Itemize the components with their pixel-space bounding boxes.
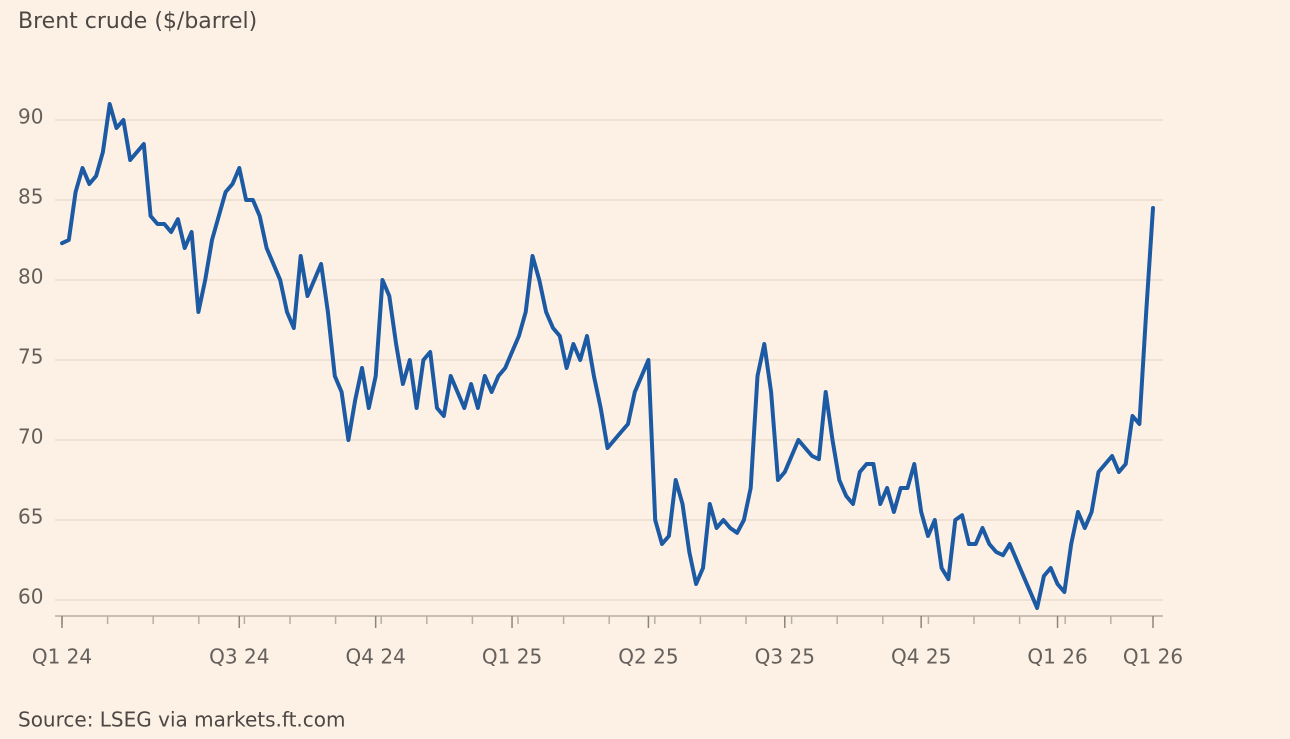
chart-title: Brent crude ($/barrel) (18, 9, 257, 34)
x-tick-label: Q4 25 (891, 645, 951, 669)
x-tick-label: Q3 24 (209, 645, 269, 669)
x-tick-label: Q1 26 (1123, 645, 1183, 669)
x-tick-label: Q1 26 (1027, 645, 1087, 669)
y-tick-label: 75 (18, 345, 43, 369)
y-tick-label: 60 (18, 585, 43, 609)
y-tick-label: 65 (18, 505, 43, 529)
x-tick-label: Q2 25 (618, 645, 678, 669)
x-tick-label: Q1 24 (32, 645, 92, 669)
x-tick-label: Q3 25 (755, 645, 815, 669)
x-tick-label: Q1 25 (482, 645, 542, 669)
x-tick-label: Q4 24 (346, 645, 406, 669)
y-tick-label: 85 (18, 185, 43, 209)
price-line (60, 102, 1155, 610)
y-tick-label: 90 (18, 105, 43, 129)
y-tick-label: 80 (18, 265, 43, 289)
source: Source: LSEG via markets.ft.com (18, 708, 345, 732)
y-tick-label: 70 (18, 425, 43, 449)
